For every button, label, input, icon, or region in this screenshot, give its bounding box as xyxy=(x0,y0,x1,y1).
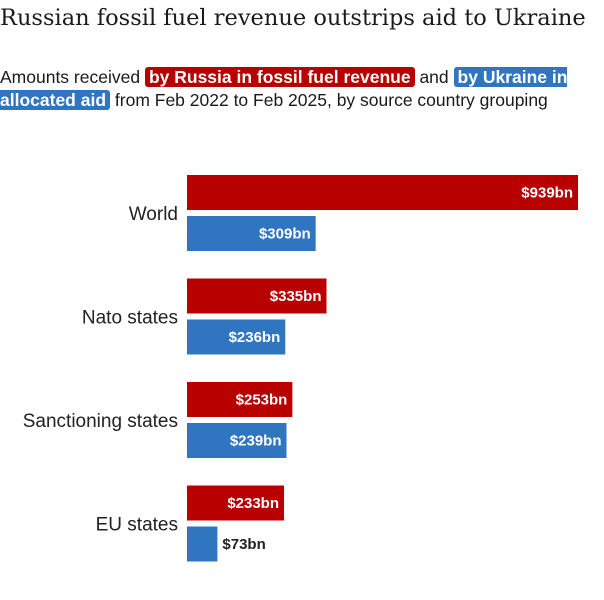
chart-subtitle: Amounts received by Russia in fossil fue… xyxy=(0,66,600,112)
value-label-russia: $335bn xyxy=(270,288,322,305)
bar-ukraine xyxy=(187,526,218,562)
bar-ukraine xyxy=(187,216,316,251)
value-label-russia: $939bn xyxy=(521,185,573,202)
subtitle-suffix: from Feb 2022 to Feb 2025, by source cou… xyxy=(114,90,548,110)
category-label: Nato states xyxy=(82,308,178,329)
bar-russia xyxy=(187,485,285,521)
bar-russia xyxy=(187,382,293,417)
bar-ukraine xyxy=(187,319,286,355)
bar-russia xyxy=(187,278,327,314)
category-label: EU states xyxy=(96,515,178,536)
bar-russia xyxy=(187,175,578,210)
subtitle-prefix: Amounts received xyxy=(0,67,141,87)
bar-ukraine xyxy=(187,423,287,458)
value-label-russia: $253bn xyxy=(236,392,288,409)
legend-russia-highlight: by Russia in fossil fuel revenue xyxy=(144,67,415,87)
category-label: World xyxy=(129,204,178,225)
value-label-ukraine: $73bn xyxy=(222,536,265,553)
value-label-ukraine: $236bn xyxy=(229,329,281,346)
bar-chart: World $939bn $309bn Nato states $335bn $236bn… xyxy=(23,175,578,562)
category-label: Sanctioning states xyxy=(23,411,178,432)
value-label-russia: $233bn xyxy=(227,495,279,512)
value-label-ukraine: $309bn xyxy=(259,226,311,243)
value-label-ukraine: $239bn xyxy=(230,433,282,450)
chart-title: Russian fossil fuel revenue outstrips ai… xyxy=(0,5,586,31)
subtitle-and: and xyxy=(419,67,449,87)
